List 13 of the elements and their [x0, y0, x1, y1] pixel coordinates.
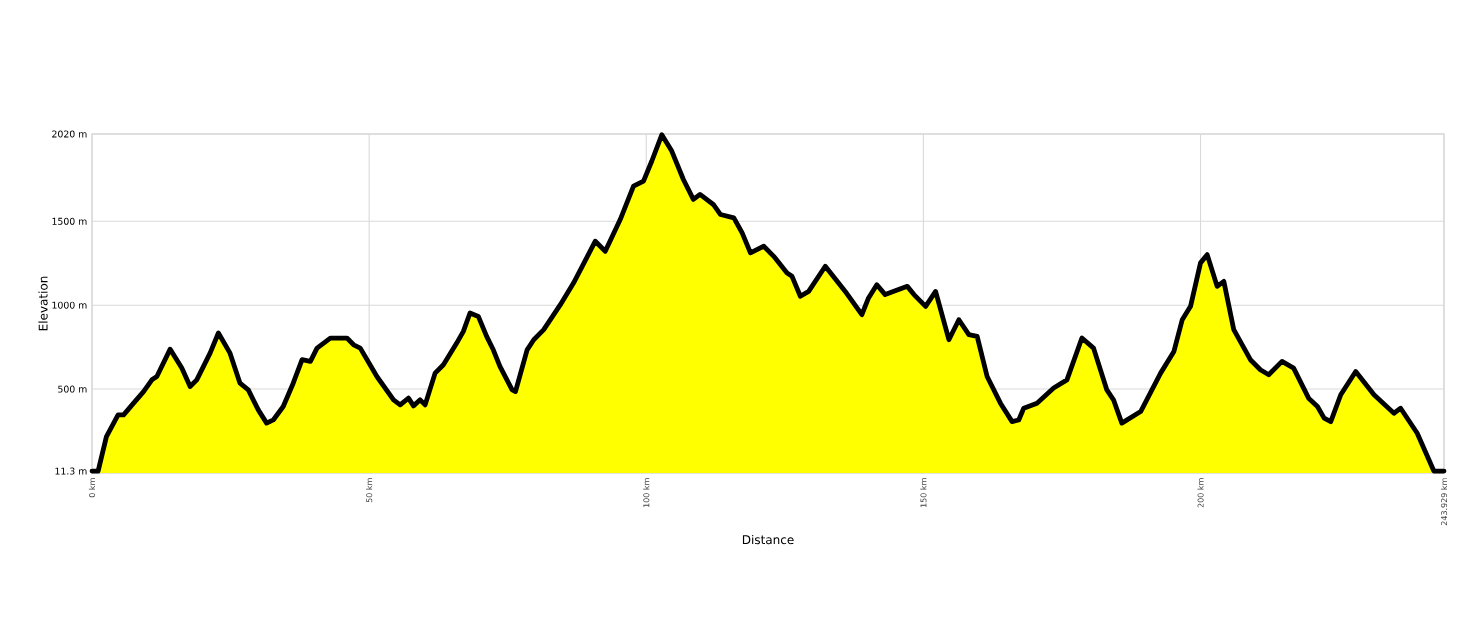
y-tick-label: 11.3 m [55, 467, 87, 475]
x-tick-label: 200 km [1197, 478, 1204, 508]
x-axis-title: Distance [742, 534, 794, 545]
x-tick-label: 150 km [920, 478, 927, 508]
y-tick-label: 1000 m [52, 301, 87, 309]
y-axis-title: Elevation [38, 276, 48, 331]
x-tick-label: 50 km [366, 478, 373, 503]
y-tick-label: 1500 m [52, 217, 87, 225]
y-tick-label: 2020 m [52, 130, 87, 138]
x-tick-label: 100 km [643, 478, 650, 508]
y-tick-label: 500 m [58, 385, 87, 393]
x-tick-label: 0 km [88, 478, 96, 498]
x-tick-label: 243.929 km [1440, 478, 1448, 526]
